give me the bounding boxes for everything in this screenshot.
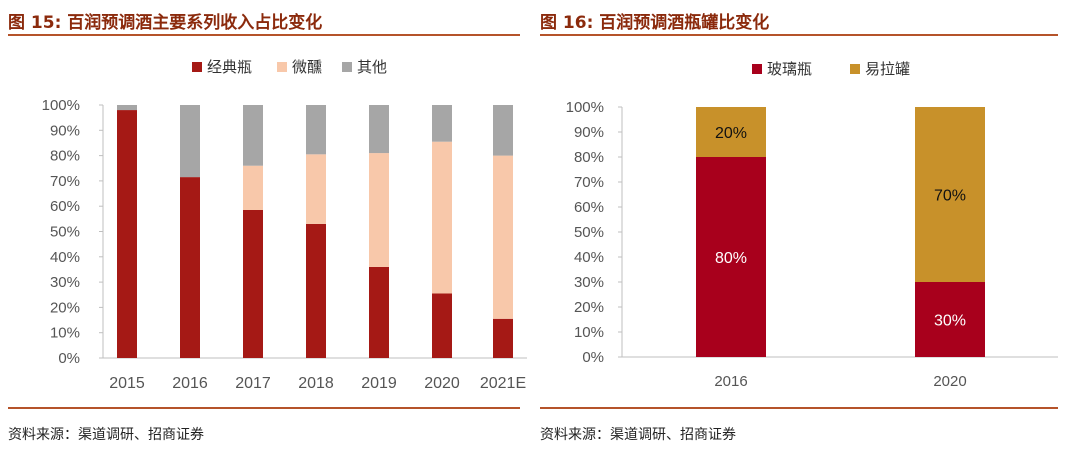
figure-15-title: 图 15: 百润预调酒主要系列收入占比变化 xyxy=(8,13,323,33)
fig16-y-tick-label: 40% xyxy=(574,249,604,266)
fig15-y-tick-label: 0% xyxy=(58,350,80,367)
fig15-y-tick-label: 80% xyxy=(50,148,80,165)
fig16-data-label: 70% xyxy=(934,188,966,205)
source-rule-right xyxy=(540,407,1058,409)
fig15-bar-微醺-2021E xyxy=(493,155,513,319)
figure-16-title: 图 16: 百润预调酒瓶罐比变化 xyxy=(540,13,770,33)
fig15-bar-经典瓶-2017 xyxy=(243,209,263,358)
fig16-y-tick-label: 90% xyxy=(574,124,604,141)
fig15-y-tick-label: 40% xyxy=(50,249,80,266)
fig16-data-label: 80% xyxy=(715,250,747,267)
fig16-y-tick-label: 30% xyxy=(574,274,604,291)
fig15-bar-经典瓶-2021E xyxy=(493,318,513,358)
fig16-x-tick-label: 2016 xyxy=(714,373,747,390)
fig16-bar-易拉罐-2016 xyxy=(696,107,766,157)
fig15-bar-其他-2017 xyxy=(243,105,263,166)
fig15-bar-微醺-2020 xyxy=(432,141,452,294)
fig15-bar-其他-2015 xyxy=(117,105,137,111)
fig15-y-tick-label: 60% xyxy=(50,198,80,215)
fig16-y-tick-label: 100% xyxy=(566,99,604,116)
fig15-bar-经典瓶-2016 xyxy=(180,177,200,358)
fig15-bar-其他-2019 xyxy=(369,105,389,154)
fig15-bar-微醺-2018 xyxy=(306,154,326,224)
fig16-y-tick-label: 20% xyxy=(574,299,604,316)
fig15-legend-swatch xyxy=(342,62,352,72)
fig15-legend-label: 微醺 xyxy=(292,58,322,76)
fig15-y-tick-label: 90% xyxy=(50,122,80,139)
fig16-y-tick-label: 60% xyxy=(574,199,604,216)
fig15-bar-微醺-2019 xyxy=(369,153,389,267)
fig15-y-tick-label: 70% xyxy=(50,173,80,190)
fig15-y-tick-label: 30% xyxy=(50,274,80,291)
fig15-legend-label: 经典瓶 xyxy=(207,58,252,76)
fig15-bar-微醺-2017 xyxy=(243,165,263,210)
fig15-bar-经典瓶-2018 xyxy=(306,223,326,358)
fig16-legend-swatch xyxy=(752,64,762,74)
fig15-x-tick-label: 2017 xyxy=(235,375,271,392)
fig15-y-tick-label: 50% xyxy=(50,224,80,241)
fig15-y-tick-label: 20% xyxy=(50,299,80,316)
fig16-data-label: 30% xyxy=(934,313,966,330)
fig16-bar-易拉罐-2020 xyxy=(915,107,985,282)
fig16-legend-swatch xyxy=(850,64,860,74)
fig16-y-tick-label: 70% xyxy=(574,174,604,191)
fig15-x-tick-label: 2021E xyxy=(480,375,526,392)
figure-15-source: 资料来源：渠道调研、招商证券 xyxy=(8,427,204,443)
fig15-bar-经典瓶-2019 xyxy=(369,266,389,358)
fig16-y-tick-label: 10% xyxy=(574,324,604,341)
fig15-x-tick-label: 2019 xyxy=(361,375,397,392)
fig15-x-tick-label: 2018 xyxy=(298,375,334,392)
title-rule-left xyxy=(8,34,520,36)
fig16-x-tick-label: 2020 xyxy=(933,373,966,390)
fig15-bar-其他-2021E xyxy=(493,105,513,156)
fig15-x-tick-label: 2020 xyxy=(424,375,460,392)
fig16-y-tick-label: 50% xyxy=(574,224,604,241)
fig15-bar-其他-2020 xyxy=(432,105,452,142)
fig15-legend-swatch xyxy=(192,62,202,72)
figure-16-source: 资料来源：渠道调研、招商证券 xyxy=(540,427,736,443)
fig15-y-tick-label: 100% xyxy=(42,97,80,114)
fig15-legend-label: 其他 xyxy=(357,58,387,76)
fig15-bar-经典瓶-2020 xyxy=(432,293,452,358)
fig16-y-tick-label: 0% xyxy=(582,349,604,366)
fig16-legend-label: 玻璃瓶 xyxy=(767,60,812,78)
title-rule-right xyxy=(540,34,1058,36)
fig16-y-tick-label: 80% xyxy=(574,149,604,166)
fig16-legend-label: 易拉罐 xyxy=(865,60,910,78)
fig15-bar-其他-2016 xyxy=(180,105,200,178)
fig15-x-tick-label: 2016 xyxy=(172,375,208,392)
source-rule-left xyxy=(8,407,520,409)
fig15-x-tick-label: 2015 xyxy=(109,375,145,392)
fig15-y-tick-label: 10% xyxy=(50,325,80,342)
fig16-bar-玻璃瓶-2016 xyxy=(696,157,766,357)
fig15-bar-其他-2018 xyxy=(306,105,326,155)
fig16-bar-玻璃瓶-2020 xyxy=(915,282,985,357)
fig16-data-label: 20% xyxy=(715,125,747,142)
fig15-legend-swatch xyxy=(277,62,287,72)
fig15-bar-经典瓶-2015 xyxy=(117,110,137,358)
